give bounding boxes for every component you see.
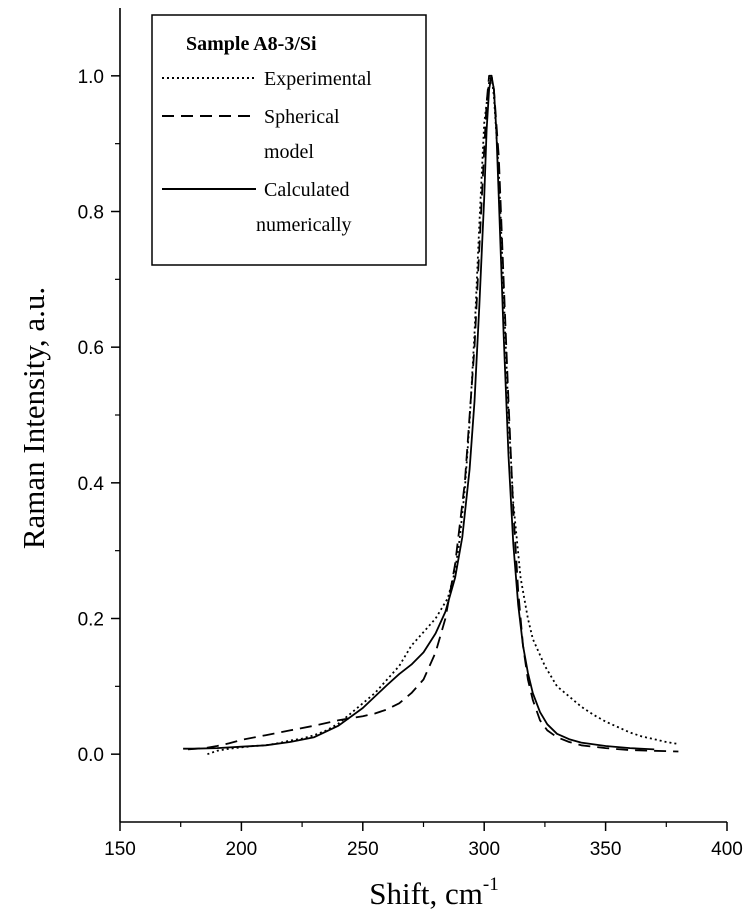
legend-label-spherical-line2: model xyxy=(264,141,314,163)
x-tick-label: 300 xyxy=(468,839,500,860)
series-line-spherical-model xyxy=(187,74,679,753)
x-axis-title-text: Shift, cm xyxy=(369,876,483,911)
legend-frame xyxy=(151,14,427,266)
x-tick-label: 400 xyxy=(711,839,743,860)
series-layer xyxy=(183,74,679,756)
y-tick-label: 0.8 xyxy=(78,203,104,224)
x-axis-title: Shift, cm-1 xyxy=(369,874,499,911)
legend: Sample A8-3/Si Experimental Spherical mo… xyxy=(151,14,427,266)
y-axis-title: Raman Intensity, a.u. xyxy=(16,287,51,549)
y-tick-label: 0.6 xyxy=(78,338,104,359)
x-axis-title-superscript: -1 xyxy=(483,874,499,895)
x-tick-label: 250 xyxy=(347,839,379,860)
series-line-calculated-numerically xyxy=(183,74,655,751)
y-tick-label: 1.0 xyxy=(78,67,104,88)
legend-label-calculated-line1: Calculated xyxy=(264,179,350,201)
legend-label-spherical-line1: Spherical xyxy=(264,106,340,128)
x-tick-label: 200 xyxy=(226,839,258,860)
x-tick-label: 350 xyxy=(590,839,622,860)
ticks: 150 200 250 300 350 400 0.0 0.2 0.4 0.6 0.8 1.0 xyxy=(78,67,743,860)
legend-label-experimental: Experimental xyxy=(264,68,372,90)
y-tick-label: 0.4 xyxy=(78,474,105,495)
y-tick-label: 0.2 xyxy=(78,610,104,631)
legend-label-calculated-line2: numerically xyxy=(256,214,352,236)
legend-title: Sample A8-3/Si xyxy=(186,33,317,55)
x-tick-label: 150 xyxy=(104,839,136,860)
y-tick-label: 0.0 xyxy=(78,745,104,766)
